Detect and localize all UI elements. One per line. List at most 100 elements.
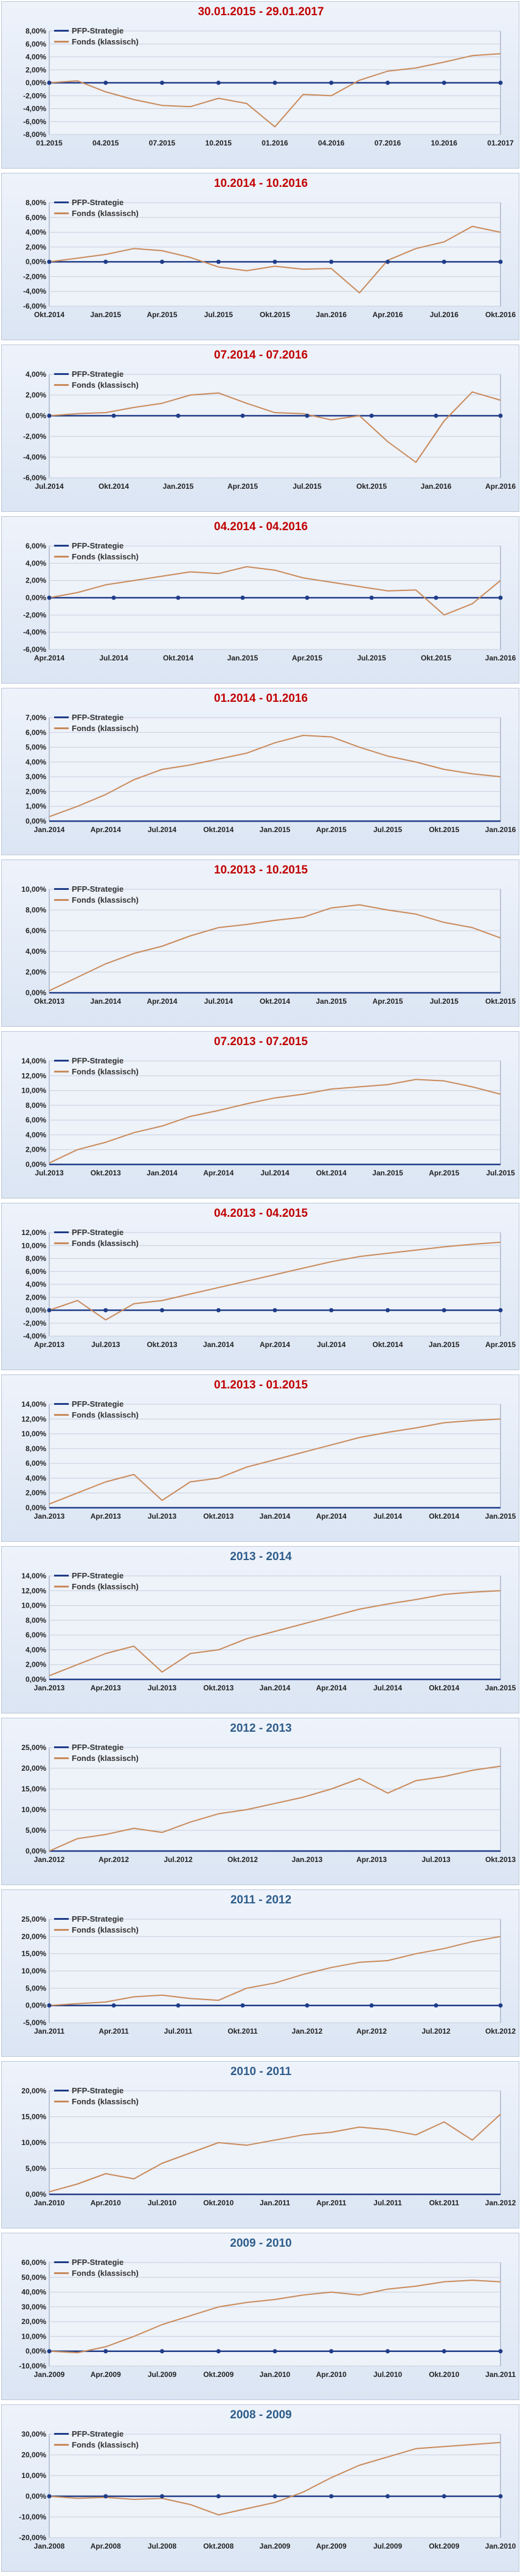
- legend-swatch: [54, 1928, 69, 1931]
- zero-axis-marker: [386, 259, 390, 264]
- chart-panel: -6,00% -4,00% -2,00% 0,00% 2,00% 4,00% 6,00% 8,…: [1, 173, 519, 340]
- legend: PFP-Strategie Fonds (klassisch): [54, 1398, 139, 1420]
- y-tick-label: 6,00%: [26, 542, 46, 550]
- legend-entry: Fonds (klassisch): [54, 2439, 139, 2450]
- legend: PFP-Strategie Fonds (klassisch): [54, 540, 139, 562]
- x-tick-label: 01.2015: [36, 139, 63, 147]
- series-line-fonds-klassisch: [49, 566, 501, 616]
- zero-axis-marker: [103, 80, 108, 85]
- x-tick-label: Jul.2016: [430, 310, 459, 319]
- legend-label: PFP-Strategie: [72, 1742, 124, 1752]
- x-tick-label: Jan.2015: [227, 654, 258, 662]
- legend-entry: PFP-Strategie: [54, 712, 139, 723]
- x-tick-label: Jan.2012: [485, 2199, 516, 2207]
- zero-axis-marker: [442, 2494, 446, 2499]
- y-tick-label: 5,00%: [26, 1984, 46, 1992]
- x-tick-label: Okt.2014: [34, 310, 64, 319]
- x-tick-label: Apr.2014: [91, 825, 121, 834]
- chart-svg: -10,00% 0,00% 10,00% 20,00% 30,00% 40,00% 50,0…: [19, 2258, 516, 2379]
- series-line-fonds-klassisch: [49, 391, 501, 463]
- x-tick-label: Jul.2015: [373, 825, 403, 834]
- zero-axis-marker: [111, 2003, 116, 2008]
- y-tick-label: -2,00%: [23, 272, 46, 281]
- x-tick-label: Okt.2015: [356, 482, 387, 491]
- y-tick-label: 2,00%: [26, 1293, 46, 1301]
- legend-label: Fonds (klassisch): [72, 1753, 139, 1763]
- zero-axis-marker: [386, 2494, 390, 2499]
- zero-axis-marker: [240, 413, 245, 418]
- x-tick-label: Jul.2014: [260, 1169, 289, 1177]
- x-tick-label: Okt.2009: [429, 2542, 459, 2550]
- zero-axis-marker: [160, 1308, 164, 1312]
- legend-label: PFP-Strategie: [72, 1055, 124, 1065]
- zero-axis-marker: [272, 2349, 277, 2354]
- zero-axis-marker: [103, 2349, 108, 2354]
- legend-swatch: [54, 2443, 69, 2446]
- x-tick-label: Apr.2014: [203, 1169, 234, 1177]
- x-tick-label: Apr.2013: [356, 1855, 387, 1864]
- y-tick-label: 8,00%: [26, 906, 46, 914]
- y-tick-label: 20,00%: [21, 2317, 46, 2326]
- chart-title: 10.2014 - 10.2016: [213, 177, 308, 190]
- legend-label: Fonds (klassisch): [72, 2440, 139, 2449]
- chart-panel: 0,00% 5,00% 10,00% 15,00% 20,00% Jan.2010 Apr.…: [1, 2061, 519, 2228]
- chart-svg: 0,00% 2,00% 4,00% 6,00% 8,00% 10,00% 12,00% 14,…: [21, 1057, 515, 1177]
- legend-swatch: [54, 1413, 69, 1416]
- x-tick-label: Jul.2009: [148, 2370, 177, 2379]
- y-tick-label: -2,00%: [23, 611, 46, 619]
- y-tick-label: 2,00%: [26, 391, 46, 399]
- x-tick-label: Apr.2015: [227, 482, 258, 491]
- x-tick-label: Jan.2015: [90, 310, 121, 319]
- legend-label: Fonds (klassisch): [72, 1581, 139, 1591]
- legend-swatch: [54, 2089, 69, 2091]
- chart-svg: 0,00% 5,00% 10,00% 15,00% 20,00% Jan.2010 Apr.…: [21, 2087, 516, 2207]
- legend: PFP-Strategie Fonds (klassisch): [54, 2256, 139, 2278]
- plot-area: [49, 2434, 501, 2538]
- x-tick-label: Okt.2010: [429, 2370, 459, 2379]
- x-tick-label: Jul.2015: [486, 1169, 515, 1177]
- chart-title: 30.01.2015 - 29.01.2017: [198, 5, 324, 18]
- x-tick-label: Jul.2014: [99, 654, 128, 662]
- plot-area: [49, 717, 501, 822]
- x-tick-label: Okt.2014: [99, 482, 129, 491]
- plot-area: [49, 202, 501, 307]
- y-tick-label: 0,00%: [26, 1847, 46, 1855]
- y-tick-label: 2,00%: [26, 1146, 46, 1154]
- zero-axis-marker: [160, 2349, 164, 2354]
- x-tick-label: Jul.2008: [148, 2542, 177, 2550]
- x-tick-label: Jan.2014: [90, 997, 121, 1006]
- legend-entry: Fonds (klassisch): [54, 723, 139, 733]
- legend-swatch: [54, 1917, 69, 1920]
- x-tick-label: Okt.2014: [316, 1169, 347, 1177]
- y-tick-label: 6,00%: [26, 1116, 46, 1124]
- chart-panel: 0,00% 2,00% 4,00% 6,00% 8,00% 10,00% 12,00% 14,…: [1, 1546, 519, 1713]
- y-tick-label: 12,00%: [21, 1415, 46, 1423]
- zero-axis-marker: [434, 595, 438, 600]
- zero-axis-marker: [47, 2003, 52, 2008]
- legend-label: Fonds (klassisch): [72, 2096, 139, 2106]
- y-tick-label: 0,00%: [26, 257, 46, 266]
- zero-axis-marker: [386, 1308, 390, 1312]
- legend-entry: PFP-Strategie: [54, 540, 139, 551]
- x-tick-label: Okt.2015: [260, 310, 290, 319]
- chart-panel: -8,00% -6,00% -4,00% -2,00% 0,00% 2,00% 4,00% 6…: [1, 1, 519, 169]
- y-tick-label: 0,00%: [26, 411, 46, 420]
- y-tick-label: -6,00%: [23, 645, 46, 654]
- y-tick-label: -10,00%: [19, 2513, 46, 2521]
- y-tick-label: 10,00%: [21, 2138, 46, 2147]
- x-tick-label: Jul.2015: [430, 997, 459, 1006]
- series-line-fonds-klassisch: [49, 1418, 501, 1505]
- legend-entry: Fonds (klassisch): [54, 2267, 139, 2278]
- x-tick-label: Jan.2016: [485, 825, 516, 834]
- legend-swatch: [54, 887, 69, 890]
- x-tick-label: 10.2016: [431, 139, 458, 147]
- y-tick-label: 0,00%: [26, 2001, 46, 2010]
- legend-swatch: [54, 2100, 69, 2102]
- y-tick-label: 12,00%: [21, 1586, 46, 1595]
- y-tick-label: 30,00%: [21, 2303, 46, 2311]
- legend-entry: Fonds (klassisch): [54, 1924, 139, 1935]
- zero-axis-marker: [498, 2003, 503, 2008]
- chart-svg: -8,00% -6,00% -4,00% -2,00% 0,00% 2,00% 4,00% 6…: [23, 27, 514, 147]
- zero-axis-marker: [442, 1308, 446, 1312]
- y-tick-label: -8,00%: [23, 130, 46, 139]
